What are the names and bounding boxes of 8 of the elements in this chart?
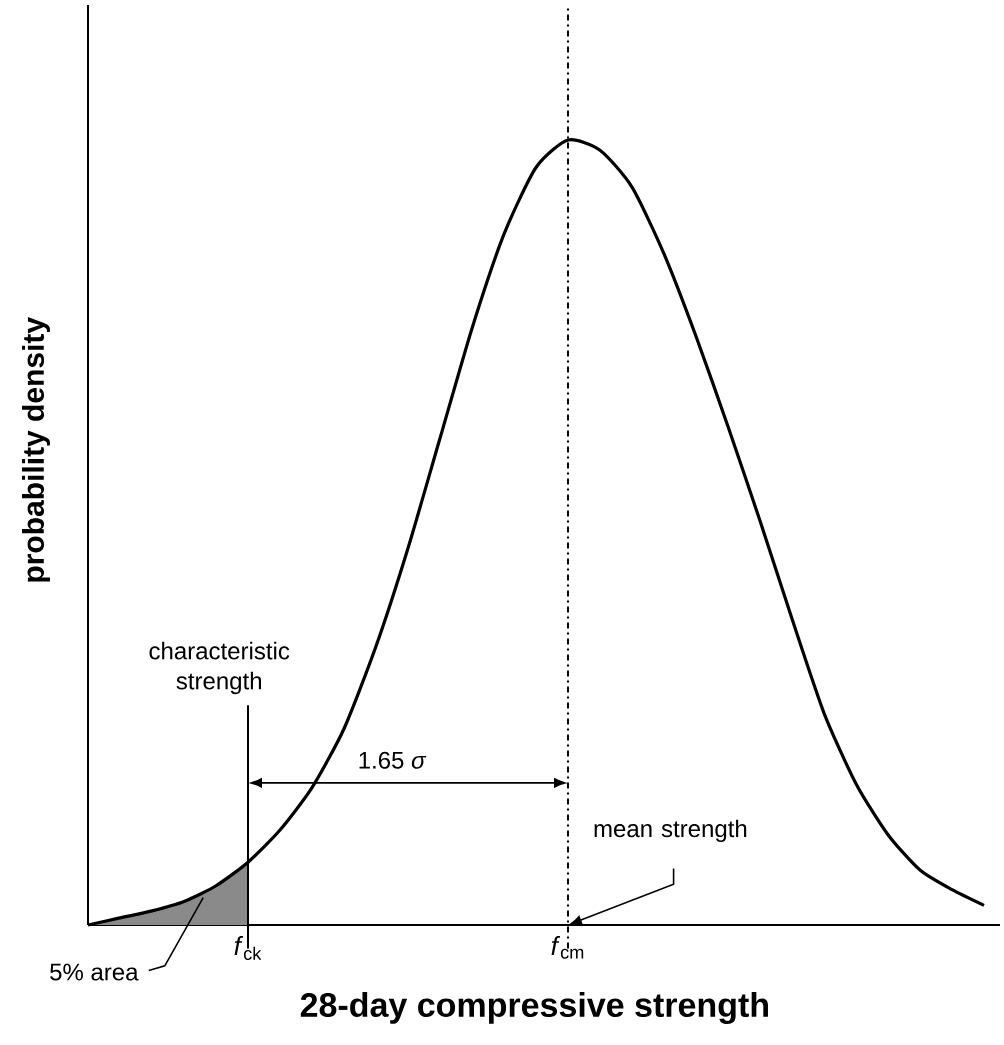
ref-line-label: characteristic strength [149,641,290,695]
x-tick-label: f$_{ck}$ [234,936,262,961]
x-axis-title: 28-day compressive strength [300,992,768,1024]
y-axis-title: probability density [22,317,50,582]
annotation: mean strength [594,819,747,842]
x-tick-label: f$_{cm}$ [551,936,584,959]
annotation: 1.65 σ [359,751,427,769]
text: 5% area [50,963,139,981]
